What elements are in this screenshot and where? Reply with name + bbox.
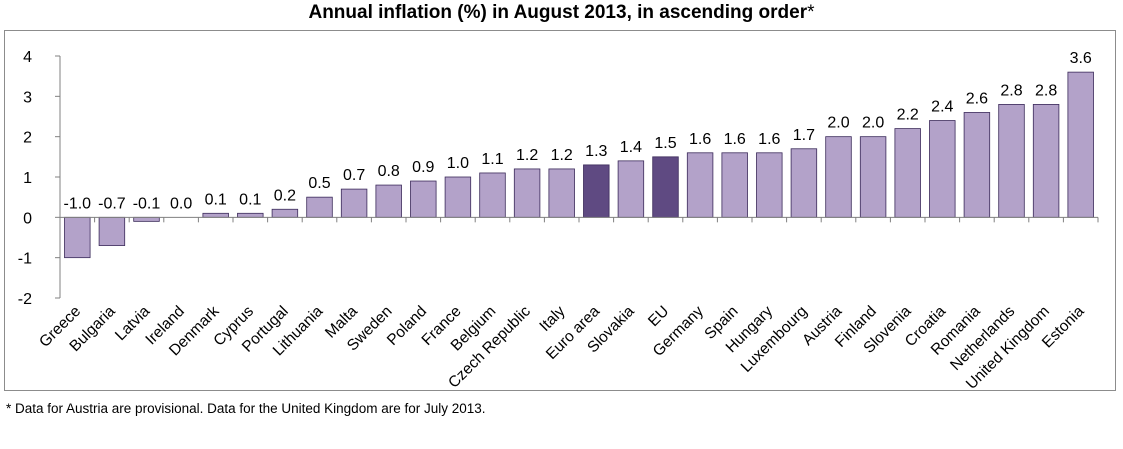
bar	[790, 148, 818, 218]
data-label: 1.6	[724, 131, 746, 148]
y-tick-label: 3	[23, 89, 32, 106]
data-label: -0.1	[133, 195, 161, 212]
data-label: 1.4	[620, 139, 642, 156]
data-label: 1.0	[447, 155, 469, 172]
bar	[686, 152, 714, 218]
bar	[617, 160, 645, 218]
title-footnote-marker: *	[807, 2, 815, 23]
chart-title-text: Annual inflation (%) in August 2013, in …	[308, 2, 808, 23]
bar	[444, 176, 472, 218]
x-tick-label: EU	[645, 303, 672, 330]
data-label: 2.8	[1000, 82, 1022, 99]
data-label: 2.0	[862, 115, 884, 132]
bar	[271, 208, 299, 218]
data-label: 2.0	[827, 115, 849, 132]
data-label: -1.0	[64, 195, 92, 212]
bar	[859, 136, 887, 218]
data-label: -0.7	[98, 195, 126, 212]
data-label: 0.9	[412, 159, 434, 176]
data-label: 1.7	[793, 127, 815, 144]
bar	[306, 196, 333, 218]
data-label: 2.4	[931, 99, 953, 116]
data-label: 1.2	[551, 147, 573, 164]
data-label: 1.2	[516, 147, 538, 164]
y-tick-label: -2	[18, 291, 32, 308]
data-label: 0.0	[170, 195, 192, 212]
y-tick-label: 4	[23, 49, 32, 66]
data-label: 2.6	[966, 90, 988, 107]
bar	[652, 156, 679, 218]
data-label: 0.1	[239, 191, 261, 208]
chart-frame	[4, 30, 1116, 391]
bar	[998, 104, 1025, 218]
bar	[548, 168, 575, 218]
y-tick-label: 0	[23, 210, 32, 227]
bar	[929, 120, 956, 218]
y-tick-label: 1	[23, 170, 32, 187]
data-label: 0.7	[343, 167, 365, 184]
bar	[340, 188, 368, 218]
data-label: 1.5	[654, 135, 676, 152]
data-label: 0.1	[205, 191, 227, 208]
data-label: 2.8	[1035, 82, 1057, 99]
data-label: 1.6	[689, 131, 711, 148]
bar	[721, 152, 748, 218]
bar	[513, 168, 541, 218]
bar	[894, 128, 921, 218]
footnote: * Data for Austria are provisional. Data…	[6, 401, 486, 416]
chart-title: Annual inflation (%) in August 2013, in …	[0, 2, 1123, 24]
data-label: 1.3	[585, 143, 607, 160]
bar	[825, 136, 852, 218]
data-label: 3.6	[1070, 50, 1092, 67]
bar	[479, 172, 506, 218]
bar	[756, 152, 783, 218]
data-label: 1.6	[758, 131, 780, 148]
bar	[375, 184, 402, 218]
y-tick-label: 2	[23, 130, 32, 147]
bar	[133, 216, 160, 222]
bar-chart: 43210-1-2-1.0Greece-0.7Bulgaria-0.1Latvi…	[18, 49, 1099, 393]
bar	[410, 180, 437, 218]
bar	[963, 112, 991, 218]
y-tick-label: -1	[18, 251, 32, 268]
bar	[583, 164, 610, 218]
data-label: 0.2	[274, 187, 296, 204]
bar	[1032, 104, 1060, 218]
bar	[202, 212, 229, 218]
data-label: 0.8	[378, 163, 400, 180]
data-label: 2.2	[897, 107, 919, 124]
bar	[237, 212, 264, 218]
bar	[98, 216, 126, 246]
bar	[64, 216, 91, 259]
bar	[1067, 71, 1094, 218]
data-label: 1.1	[481, 151, 503, 168]
data-label: 0.5	[308, 175, 330, 192]
